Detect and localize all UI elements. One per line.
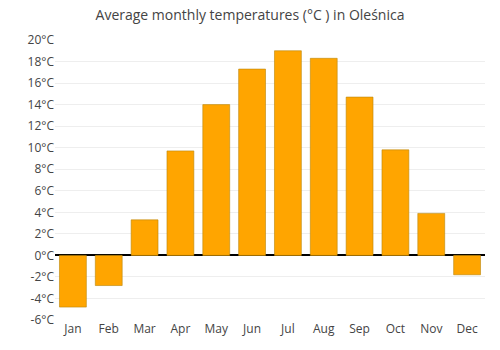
svg-text:Apr: Apr (170, 320, 190, 337)
svg-text:-2°C: -2°C (31, 268, 55, 285)
svg-text:16°C: 16°C (28, 74, 55, 91)
svg-text:-6°C: -6°C (31, 311, 55, 328)
svg-text:Jul: Jul (280, 320, 295, 337)
svg-text:14°C: 14°C (28, 96, 55, 113)
svg-text:Average monthly temperatures (: Average monthly temperatures (°C ) in Ol… (96, 5, 405, 24)
svg-text:May: May (205, 320, 229, 337)
svg-text:Dec: Dec (456, 320, 477, 337)
svg-text:10°C: 10°C (28, 139, 55, 156)
svg-text:8°C: 8°C (34, 160, 54, 177)
svg-text:Aug: Aug (313, 320, 335, 337)
svg-text:12°C: 12°C (28, 117, 55, 134)
svg-text:Jan: Jan (63, 320, 81, 337)
svg-text:Oct: Oct (386, 320, 405, 337)
svg-text:0°C: 0°C (34, 247, 54, 264)
svg-text:Jun: Jun (242, 320, 261, 337)
svg-text:4°C: 4°C (34, 204, 54, 221)
svg-text:20°C: 20°C (28, 31, 55, 48)
svg-text:6°C: 6°C (34, 182, 54, 199)
svg-text:2°C: 2°C (34, 225, 54, 242)
svg-text:Mar: Mar (133, 320, 155, 337)
svg-text:Feb: Feb (99, 320, 119, 337)
svg-text:Sep: Sep (349, 320, 370, 337)
svg-text:18°C: 18°C (28, 53, 55, 70)
svg-text:-4°C: -4°C (31, 290, 55, 307)
svg-text:Nov: Nov (420, 320, 442, 337)
